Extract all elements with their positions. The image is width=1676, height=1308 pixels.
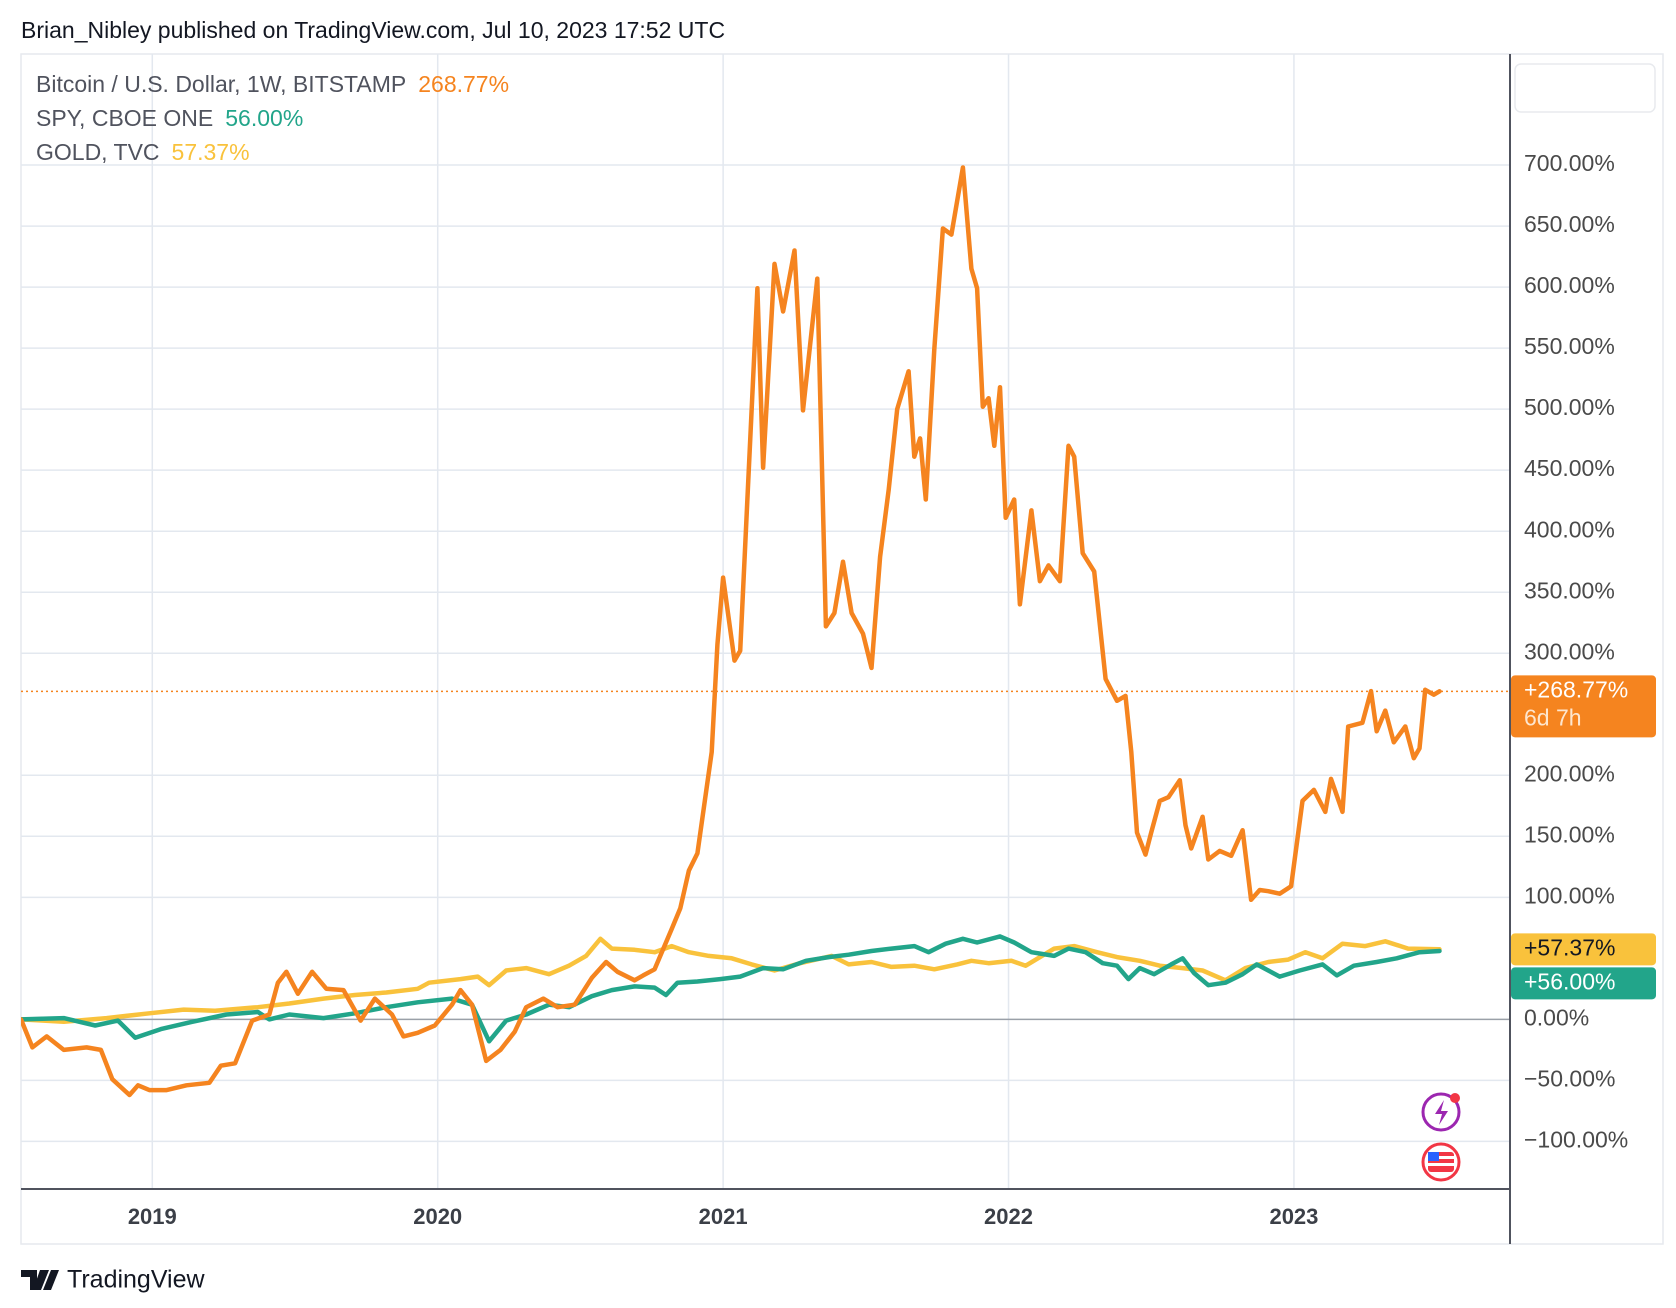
y-tick-label: 550.00% [1524,333,1615,359]
y-tick-label: −100.00% [1524,1126,1628,1152]
price-label-text: +268.77% [1524,676,1628,702]
y-tick-label: 700.00% [1524,150,1615,176]
y-tick-label: 650.00% [1524,211,1615,237]
y-tick-label: 300.00% [1524,638,1615,664]
price-label-box [1511,675,1656,738]
legend-name: GOLD, TVC [36,139,160,165]
icons [1421,1092,1461,1182]
legend-value: 268.77% [418,71,509,97]
y-tick-label: 350.00% [1524,577,1615,603]
price-label-box [1511,933,1656,966]
price-label-text: +57.37% [1524,934,1615,960]
y-tick-label: 450.00% [1524,455,1615,481]
chart-frame [20,53,1664,1245]
y-tick-label: 150.00% [1524,821,1615,847]
plot-area [21,165,1510,1098]
legend-name: SPY, CBOE ONE [36,105,213,131]
price-label: +268.77%6d 7h [1511,675,1656,738]
x-tick-label: 2019 [128,1204,177,1229]
y-tick-label: 0.00% [1524,1004,1589,1030]
legend-value: 56.00% [225,105,303,131]
x-tick-label: 2023 [1269,1204,1318,1229]
y-tick-label: 500.00% [1524,394,1615,420]
logo: TradingView [21,1266,206,1294]
x-tick-label: 2021 [699,1204,748,1229]
y-tick-label: 100.00% [1524,882,1615,908]
price-label: +57.37% [1511,933,1656,966]
scale-button[interactable] [1514,63,1656,113]
price-label-box [1511,967,1656,1000]
price-label: +56.00% [1511,967,1656,1000]
series-line [21,934,1442,1044]
y-tick-label: 200.00% [1524,760,1615,786]
header: Brian_Nibley published on TradingView.co… [21,17,725,43]
series-line [21,165,1442,1098]
countdown-text: 6d 7h [1524,704,1582,730]
legend-name: Bitcoin / U.S. Dollar, 1W, BITSTAMP [36,71,406,97]
y-tick-label: 600.00% [1524,272,1615,298]
price-label-text: +56.00% [1524,968,1615,994]
x-tick-label: 2020 [413,1204,462,1229]
legend-value: 57.37% [172,139,250,165]
footer-brand: TradingView [67,1266,206,1294]
y-tick-label: 400.00% [1524,516,1615,542]
x-tick-label: 2022 [984,1204,1033,1229]
y-tick-label: −50.00% [1524,1065,1615,1091]
grid [21,54,1510,1189]
